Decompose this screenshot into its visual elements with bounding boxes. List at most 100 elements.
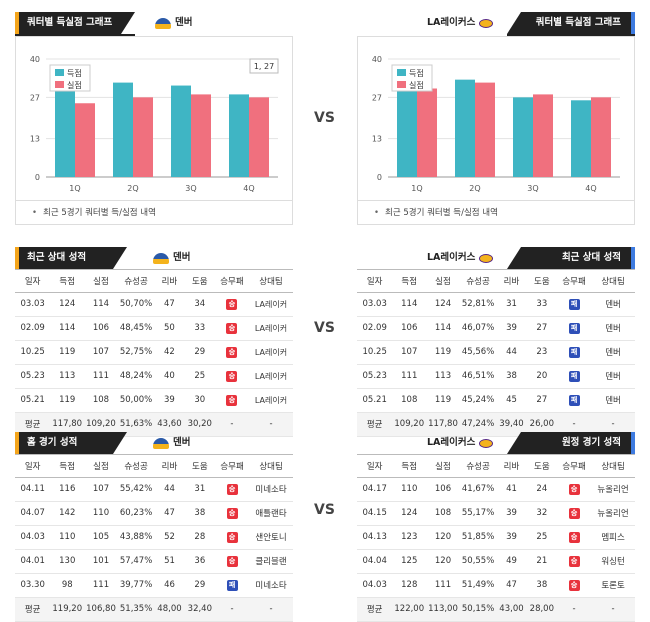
average-cell: 51,35%	[117, 597, 155, 622]
vs-label: VS	[314, 110, 335, 126]
result-badge: 승	[226, 531, 238, 543]
table-cell: 108	[392, 388, 427, 413]
team-name: 덴버	[153, 247, 190, 269]
bar-score	[455, 79, 475, 177]
bar-allowed	[475, 82, 495, 177]
lakers-logo-icon	[479, 438, 494, 448]
result-badge: 패	[226, 579, 238, 591]
result-cell: 승	[557, 525, 592, 550]
table-header-row: 일자 득점 실점 슈성공 리바 도움 승무패 상대팀	[357, 270, 635, 293]
table-cell: 애틀랜타	[249, 501, 293, 526]
table-cell: 52	[154, 525, 185, 550]
stats-table: 일자 득점 실점 슈성공 리바 도움 승무패 상대팀 03.03 114 124 52,81% 31 33…	[357, 270, 635, 437]
table-cell: 45	[496, 388, 527, 413]
result-badge: 승	[568, 483, 580, 495]
table-cell: 멤피스	[591, 525, 635, 550]
column-header: 승무패	[215, 455, 250, 478]
bar-allowed	[75, 103, 95, 177]
table-row: 04.03 110 105 43,88% 52 28 승 샌안토니	[15, 525, 293, 550]
team-name: LA레이커스	[427, 247, 494, 269]
column-header: 도움	[526, 455, 558, 478]
table-cell: 55,17%	[459, 501, 497, 526]
table-cell: 25	[184, 364, 215, 389]
recent-h2h-right: LA레이커스 최근 상대 성적 일자 득점 실점 슈성공 리바 도움 승무패 상대팀 03.03…	[357, 247, 635, 437]
y-tick-label: 40	[372, 55, 382, 64]
result-cell: 패	[557, 292, 592, 317]
result-cell: 승	[557, 573, 592, 598]
bar-allowed	[191, 94, 211, 177]
table-cell: 46,51%	[459, 364, 497, 389]
average-cell: 평균	[357, 597, 393, 622]
average-cell: -	[557, 597, 592, 622]
column-header: 실점	[84, 455, 118, 478]
bar-score	[397, 91, 417, 177]
table-row: 10.25 107 119 45,56% 44 23 패 덴버	[357, 340, 635, 365]
column-header: 일자	[357, 455, 393, 478]
table-cell: LA레이커	[248, 316, 293, 341]
average-cell: -	[591, 597, 635, 622]
average-row: 평균 122,00 113,00 50,15% 43,00 28,00- -	[357, 597, 635, 622]
table-cell: 119	[426, 340, 460, 365]
table-cell: 120	[426, 549, 460, 574]
table-cell: 47	[154, 501, 185, 526]
table-cell: LA레이커	[248, 388, 293, 413]
column-header: 상대팀	[248, 270, 293, 293]
average-cell: 32,40	[184, 597, 216, 622]
column-header: 슈성공	[117, 455, 155, 478]
away-record-right: LA레이커스 원정 경기 성적 일자 득점 실점 슈성공 리바 도움 승무패 상대팀 04.17…	[357, 432, 635, 622]
average-cell: 43,60	[154, 412, 185, 437]
team-name: 덴버	[155, 12, 192, 34]
legend-swatch	[55, 69, 64, 76]
table-row: 02.09 106 114 46,07% 39 27 패 덴버	[357, 316, 635, 341]
table-cell: 51,85%	[459, 525, 497, 550]
table-cell: 04.17	[357, 477, 393, 502]
table-row: 05.23 111 113 46,51% 38 20 패 덴버	[357, 364, 635, 389]
table-cell: 21	[526, 549, 558, 574]
result-badge: 승	[226, 370, 238, 382]
table-cell: 113	[50, 364, 85, 389]
table-header-row: 일자 득점 실점 슈성공 리바 도움 승무패 상대팀	[357, 455, 635, 478]
column-header: 실점	[426, 455, 460, 478]
result-badge: 승	[568, 507, 580, 519]
column-header: 리바	[496, 455, 527, 478]
x-tick-label: 4Q	[243, 184, 254, 193]
column-header: 득점	[50, 455, 85, 478]
column-header: 슈성공	[459, 270, 497, 293]
table-cell: 55,42%	[117, 477, 155, 502]
result-cell: 승	[214, 388, 249, 413]
table-cell: 124	[50, 292, 85, 317]
bar-score	[55, 88, 75, 177]
table-row: 04.17 110 106 41,67% 41 24 승 뉴올리언	[357, 477, 635, 502]
column-header: 일자	[15, 270, 51, 293]
table-header-row: 일자 득점 실점 슈성공 리바 도움 승무패 상대팀	[15, 270, 293, 293]
table-cell: 04.11	[15, 477, 51, 502]
x-tick-label: 1Q	[411, 184, 422, 193]
table-row: 03.03 124 114 50,70% 47 34 승 LA레이커	[15, 292, 293, 317]
result-cell: 승	[215, 525, 250, 550]
average-cell: 117,80	[426, 412, 460, 437]
tooltip-box	[249, 58, 279, 74]
column-header: 승무패	[214, 270, 249, 293]
average-row: 평균 119,20 106,80 51,35% 48,00 32,40- -	[15, 597, 293, 622]
table-cell: 111	[392, 364, 427, 389]
y-tick-label: 27	[372, 93, 382, 102]
bar-score	[171, 85, 191, 177]
table-cell: 111	[426, 573, 460, 598]
table-cell: 46,07%	[459, 316, 497, 341]
table-cell: 덴버	[591, 340, 635, 365]
table-cell: 50,55%	[459, 549, 497, 574]
table-row: 04.13 123 120 51,85% 39 25 승 멤피스	[357, 525, 635, 550]
table-cell: 47	[154, 292, 185, 317]
table-cell: 04.03	[15, 525, 51, 550]
average-cell: 30,20	[184, 412, 215, 437]
table-cell: 52,81%	[459, 292, 497, 317]
table-cell: 31	[496, 292, 527, 317]
table-cell: 124	[392, 501, 427, 526]
bar-allowed	[591, 97, 611, 177]
x-tick-label: 2Q	[469, 184, 480, 193]
legend-label: 득점	[409, 68, 424, 78]
